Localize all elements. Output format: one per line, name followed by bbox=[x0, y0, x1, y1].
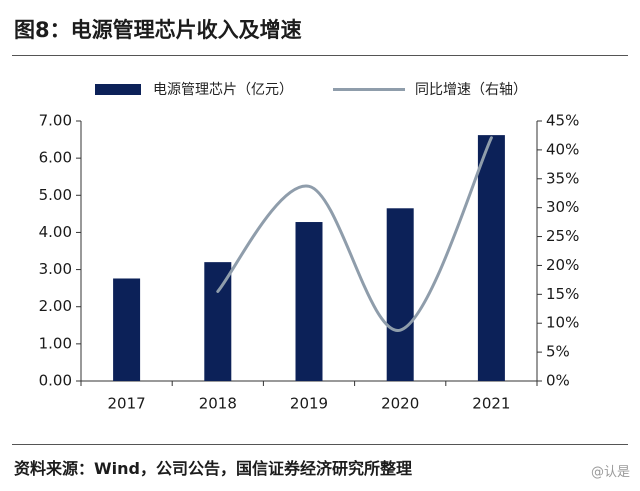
left-axis-tick-label: 1.00 bbox=[39, 334, 72, 352]
right-axis-tick-label: 5% bbox=[546, 343, 570, 361]
legend-item-line: 同比增速（右轴） bbox=[333, 80, 527, 98]
source-note: 资料来源：Wind，公司公告，国信证券经济研究所整理 bbox=[14, 459, 412, 478]
bar bbox=[295, 222, 323, 381]
left-axis-tick-label: 6.00 bbox=[39, 149, 72, 167]
right-axis-tick-label: 25% bbox=[546, 227, 579, 245]
bar bbox=[386, 208, 414, 381]
legend-item-bar: 电源管理芯片（亿元） bbox=[95, 80, 293, 98]
right-axis-tick-label: 20% bbox=[546, 256, 579, 274]
left-axis-tick-label: 5.00 bbox=[39, 186, 72, 204]
left-axis-tick-label: 0.00 bbox=[39, 372, 72, 390]
watermark: @认是 bbox=[590, 465, 630, 480]
legend-swatch-line bbox=[333, 87, 405, 91]
bar bbox=[204, 262, 232, 381]
left-axis-tick-label: 7.00 bbox=[39, 112, 72, 130]
left-axis-tick-label: 2.00 bbox=[39, 297, 72, 315]
left-axis-tick-label: 4.00 bbox=[39, 223, 72, 241]
x-axis-tick-label: 2019 bbox=[290, 395, 328, 413]
bar bbox=[477, 135, 505, 381]
source-divider bbox=[12, 444, 628, 445]
right-axis-tick-label: 15% bbox=[546, 285, 579, 303]
x-axis-tick-label: 2020 bbox=[381, 395, 419, 413]
legend-label-bar: 电源管理芯片（亿元） bbox=[153, 82, 293, 98]
legend-label-line: 同比增速（右轴） bbox=[415, 82, 527, 98]
right-axis-tick-label: 10% bbox=[546, 314, 579, 332]
right-axis-tick-label: 30% bbox=[546, 198, 579, 216]
title-divider bbox=[12, 55, 628, 56]
left-axis-tick-label: 3.00 bbox=[39, 260, 72, 278]
right-axis-tick-label: 45% bbox=[546, 112, 579, 130]
right-axis-tick-label: 35% bbox=[546, 169, 579, 187]
chart-title: 图8：电源管理芯片收入及增速 bbox=[14, 18, 302, 42]
legend-swatch-bar bbox=[95, 83, 141, 95]
x-axis-tick-label: 2017 bbox=[108, 395, 146, 413]
x-axis-tick-label: 2021 bbox=[472, 395, 510, 413]
x-axis-tick-label: 2018 bbox=[199, 395, 237, 413]
right-axis-tick-label: 0% bbox=[546, 372, 570, 390]
growth-line bbox=[216, 136, 493, 332]
bar bbox=[113, 278, 141, 381]
right-axis-tick-label: 40% bbox=[546, 140, 579, 158]
